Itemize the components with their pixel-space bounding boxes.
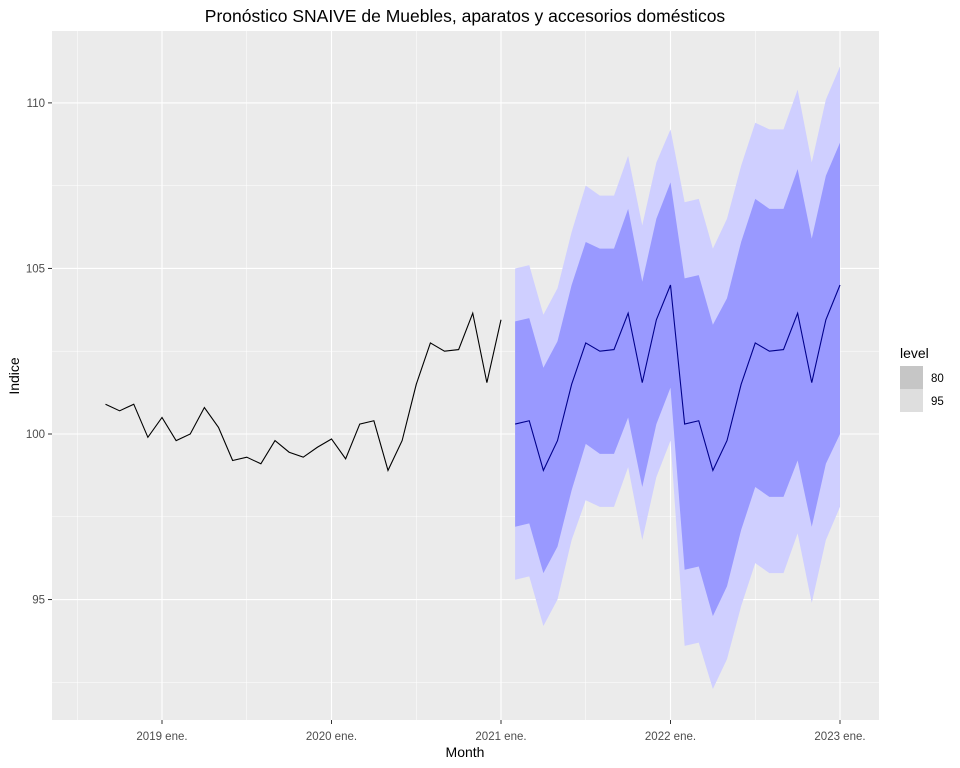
x-tick-label: 2021 ene. [475,731,526,743]
y-tick-label: 100 [26,429,45,441]
history-line [105,311,502,472]
legend-key-80 [900,366,923,389]
y-tick-label: 105 [26,263,45,275]
forecast-mean-line [515,284,841,472]
y-tick-label: 110 [27,98,45,110]
band-80 [515,142,840,617]
chart-title: Pronóstico SNAIVE de Muebles, aparatos y… [205,6,726,26]
legend-key-95 [900,389,923,412]
x-tick-label: 2023 ene. [814,731,865,743]
x-tick-label: 2019 ene. [136,731,187,743]
x-axis: 2019 ene. 2020 ene. 2021 ene. 2022 ene. 2023… [136,720,866,743]
y-tick-label: 95 [32,595,45,607]
prediction-intervals [515,66,840,689]
y-axis: 95 100 105 110 [26,98,52,607]
y-axis-title: Indice [6,357,22,395]
series-lines [105,284,841,472]
x-tick-label: 2020 ene. [306,731,357,743]
legend-title: level [900,345,929,361]
x-tick-label: 2022 ene. [645,731,696,743]
x-axis-title: Month [446,744,485,760]
legend-label-80: 80 [931,373,944,385]
legend: level 80 95 [900,345,944,412]
legend-label-95: 95 [931,396,944,408]
